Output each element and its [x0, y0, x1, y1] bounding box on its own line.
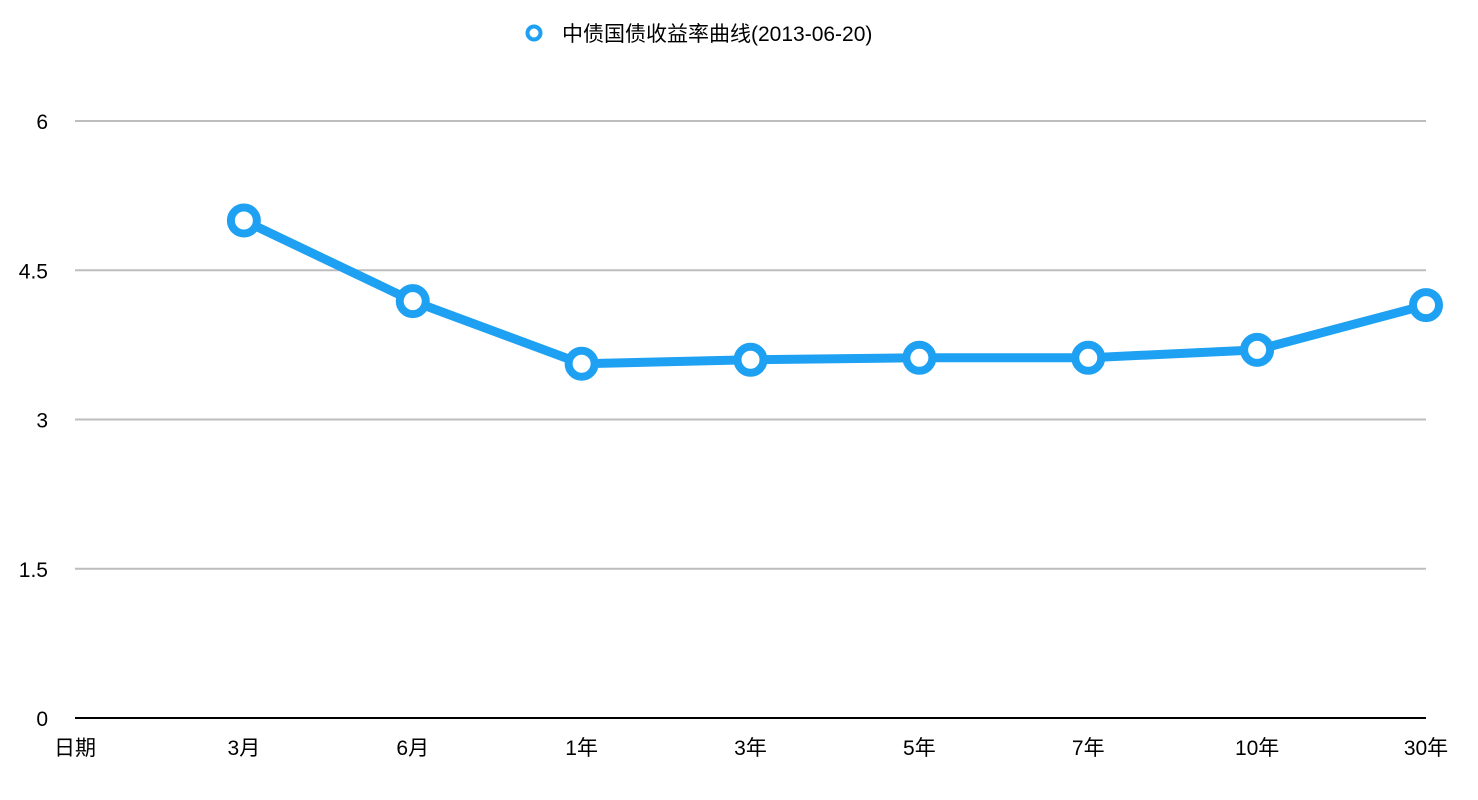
x-tick-label: 10年: [1235, 737, 1279, 760]
legend-label: 中债国债收益率曲线(2013-06-20): [562, 23, 872, 46]
data-point[interactable]: [1071, 340, 1106, 375]
data-point[interactable]: [395, 284, 430, 319]
data-point[interactable]: [1409, 288, 1443, 323]
series-layer: [226, 203, 1443, 381]
y-tick-label: 4.5: [19, 260, 48, 283]
y-tick-label: 3: [36, 410, 48, 433]
data-point[interactable]: [1240, 332, 1275, 367]
data-point[interactable]: [564, 346, 599, 381]
x-tick-label: 30年: [1404, 737, 1448, 760]
data-point[interactable]: [226, 203, 261, 238]
legend[interactable]: 中债国债收益率曲线(2013-06-20): [525, 23, 873, 46]
x-axis-ticks: 日期 3月 6月 1年 3年 5年 7年 10年 30年: [54, 737, 1448, 760]
x-tick-label: 3年: [734, 737, 767, 760]
x-tick-label: 7年: [1072, 737, 1105, 760]
data-point[interactable]: [733, 342, 768, 377]
grid-lines: [75, 120, 1426, 570]
y-tick-label: 6: [36, 111, 48, 134]
y-tick-label: 0: [36, 708, 48, 731]
x-tick-label: 1年: [565, 737, 598, 760]
series-line: [239, 216, 1431, 369]
y-axis-ticks: 0 1.5 3 4.5 6: [19, 111, 48, 731]
x-tick-label: 6月: [396, 737, 429, 760]
data-point[interactable]: [902, 340, 937, 375]
x-tick-label: 5年: [903, 737, 936, 760]
y-tick-label: 1.5: [19, 559, 48, 582]
x-tick-label: 日期: [54, 737, 96, 760]
legend-marker-icon: [525, 24, 543, 42]
x-tick-label: 3月: [228, 737, 261, 760]
